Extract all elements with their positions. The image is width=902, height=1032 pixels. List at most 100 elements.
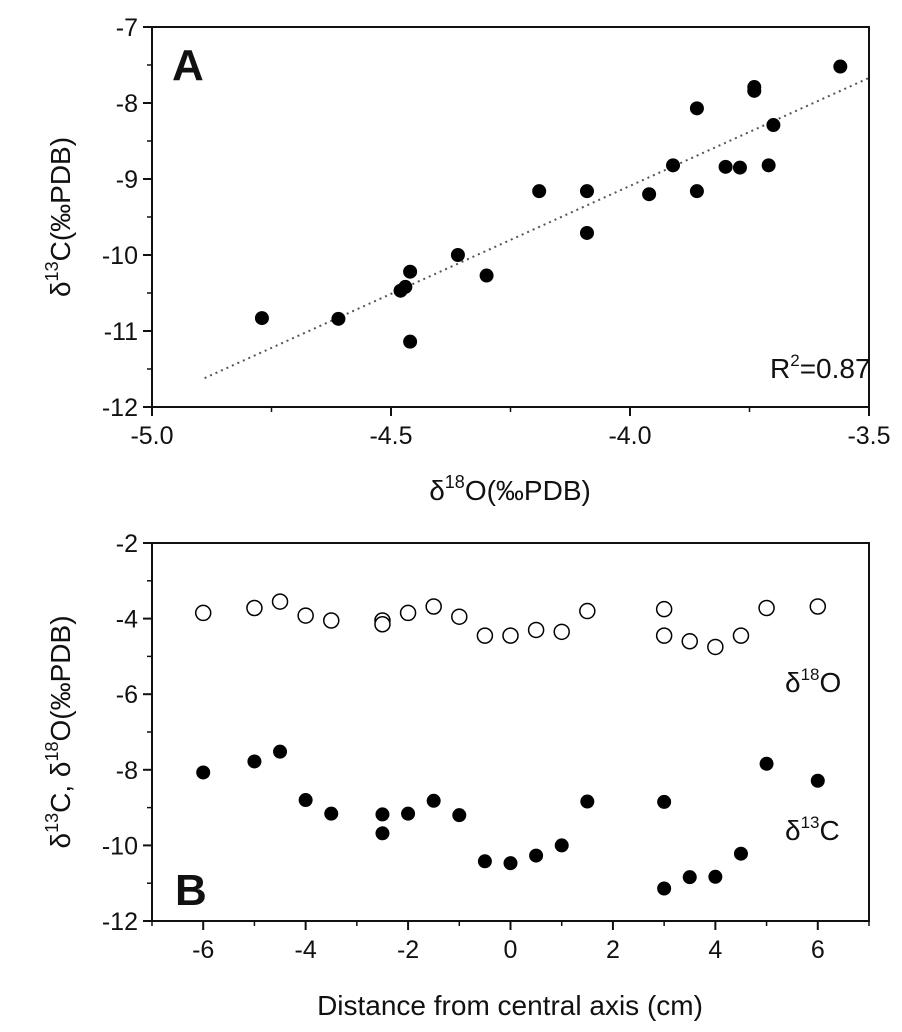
y-tick-label: -10	[102, 242, 138, 270]
data-point-d13c	[503, 856, 518, 871]
data-point-d18o	[271, 593, 289, 610]
data-point-d13c	[689, 184, 704, 199]
y-tick-label: -8	[116, 90, 138, 118]
data-point-d18o	[297, 607, 314, 624]
data-point-d13c	[733, 846, 748, 861]
series-label-d18o: δ18O	[785, 665, 841, 698]
data-point-d13c	[747, 83, 762, 98]
data-point-d13c	[273, 744, 288, 759]
panel-b-scatter-plot: -6 -4 -2 0 2 4 6 -12 -10 -8 -6 -4 -2 B δ18O δ13C Dis…	[42, 530, 870, 1021]
data-point-d13c	[732, 160, 747, 175]
data-point-d13c	[450, 248, 465, 262]
panel-a-letter: A	[172, 41, 204, 90]
panel-b-y-axis-label: δ13C, δ18O(‰PDB)	[42, 615, 76, 848]
data-point-d18o	[553, 623, 570, 641]
x-tick-label: -5.0	[130, 422, 173, 450]
panel-b-x-axis-label: Distance from central axis (cm)	[317, 990, 703, 1021]
panel-a-marks: -5.0 -4.5 -4.0 -3.5 -12 -11 -10 -9 -8 -7	[102, 14, 891, 450]
data-point-d18o	[502, 627, 519, 644]
x-tick-label: -3.5	[847, 422, 890, 450]
y-tick-label: -11	[104, 318, 138, 346]
data-point-d13c	[479, 268, 494, 283]
x-tick-label: -4.0	[608, 422, 651, 450]
data-point-d18o	[809, 598, 827, 615]
data-point-d13c	[580, 794, 595, 809]
data-point-d13c	[682, 870, 697, 885]
data-point-d13c	[657, 881, 672, 896]
y-tick-label: -8	[116, 757, 138, 785]
panel-b-marks: -6 -4 -2 0 2 4 6 -12 -10 -8 -6 -4 -2	[102, 530, 870, 964]
x-tick-label: -4	[295, 936, 317, 964]
y-tick-label: -9	[116, 166, 138, 194]
data-point-d18o	[451, 608, 468, 625]
data-point-d18o	[527, 621, 545, 639]
y-tick-label: -4	[116, 606, 138, 634]
x-tick-label: 2	[606, 936, 620, 964]
data-point-d13c	[247, 754, 262, 769]
data-point-d13c	[375, 826, 390, 841]
data-point-d13c	[532, 184, 547, 199]
data-point-d13c	[529, 848, 544, 863]
y-tick-label: -12	[102, 394, 138, 422]
data-point-d18o	[732, 627, 750, 644]
panel-a-plot-frame	[151, 26, 870, 408]
data-point-d13c	[477, 854, 492, 869]
data-point-d13c	[254, 311, 269, 326]
x-tick-label: 6	[811, 936, 825, 964]
data-point-d18o	[579, 602, 596, 620]
data-point-d13c	[375, 807, 390, 822]
series-label-d13c: δ13C	[785, 813, 840, 846]
data-point-d13c	[324, 806, 339, 821]
data-point-d13c	[331, 311, 346, 326]
data-point-d13c	[708, 869, 723, 884]
data-point-d18o	[681, 633, 698, 650]
data-point-d13c	[401, 806, 416, 821]
data-point-d13c	[657, 794, 672, 809]
y-tick-label: -12	[102, 908, 138, 936]
data-point-d13c	[403, 264, 418, 279]
data-point-d18o	[655, 627, 673, 644]
y-tick-label: -7	[116, 14, 138, 42]
data-point-d13c	[403, 334, 418, 349]
y-tick-label: -6	[116, 681, 138, 709]
data-point-d13c	[298, 793, 313, 808]
data-point-d13c	[554, 838, 569, 853]
y-tick-label: -2	[116, 530, 138, 558]
panel-b-letter: B	[175, 866, 207, 915]
data-point-d13c	[766, 118, 781, 133]
regression-trendline	[204, 77, 870, 380]
data-point-d13c	[759, 756, 774, 771]
data-point-d13c	[579, 225, 594, 240]
panel-a-r-squared: R2=0.87	[770, 351, 871, 384]
data-point-d18o	[707, 638, 724, 656]
data-point-d18o	[246, 599, 263, 617]
y-tick-label: -10	[102, 832, 138, 860]
data-point-d18o	[758, 599, 775, 617]
panel-a-y-axis-label: δ13C(‰PDB)	[42, 137, 76, 297]
data-point-d18o	[399, 604, 417, 622]
data-point-d18o	[425, 598, 442, 615]
data-point-d13c	[642, 187, 657, 202]
x-tick-label: 0	[504, 936, 518, 964]
data-point-d13c	[833, 59, 848, 74]
data-point-d13c	[666, 158, 681, 173]
data-point-d18o	[374, 616, 391, 633]
x-tick-label: -6	[192, 936, 214, 964]
data-point-d13c	[579, 184, 594, 199]
data-point-d13c	[761, 158, 776, 173]
x-tick-label: -4.5	[369, 422, 412, 450]
x-tick-label: -2	[397, 936, 419, 964]
data-point-d18o	[655, 600, 673, 618]
panel-a-scatter-plot: -5.0 -4.5 -4.0 -3.5 -12 -11 -10 -9 -8 -7 A R2=0.8…	[42, 14, 891, 506]
data-point-d13c	[810, 773, 825, 788]
data-point-d13c	[689, 101, 704, 116]
data-point-d13c	[196, 765, 211, 780]
data-point-d18o	[323, 612, 340, 629]
data-point-d18o	[476, 627, 494, 644]
data-point-d13c	[452, 808, 467, 823]
panel-a-x-axis-label: δ18O(‰PDB)	[429, 472, 591, 506]
x-tick-label: 4	[708, 936, 722, 964]
data-point-d13c	[398, 279, 413, 294]
data-point-d13c	[426, 793, 441, 808]
